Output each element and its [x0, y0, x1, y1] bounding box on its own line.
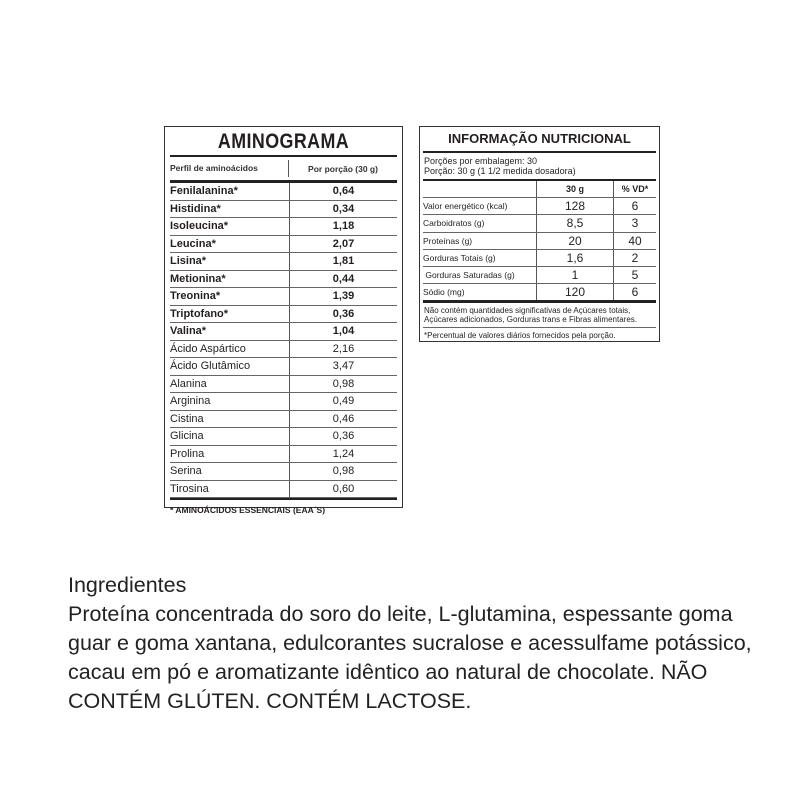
nutrient-vd: 6 [631, 285, 639, 300]
amino-value: 1,04 [332, 325, 355, 338]
nutrient-amount: 1 [537, 266, 614, 284]
nutrient-vd: 6 [631, 199, 639, 214]
amino-name: Tirosina [170, 480, 290, 497]
amino-name: Alanina [170, 375, 290, 392]
nutrition-table: INFORMAÇÃO NUTRICIONAL Porções por embal… [419, 126, 660, 342]
amino-name: Histidina* [170, 200, 290, 217]
column-header-amount: 30 g [537, 181, 614, 198]
amino-name: Metionina* [170, 270, 290, 287]
amino-value: 0,98 [332, 377, 355, 390]
amino-value: 3,47 [332, 360, 355, 373]
nutrient-label: Gorduras Saturadas (g) [423, 266, 537, 284]
amino-row: Leucina* 2,07 [170, 235, 397, 253]
nutrition-row: Proteínas (g) 20 40 [423, 232, 656, 250]
nutrient-label: Sódio (mg) [423, 284, 537, 301]
amino-row: Tirosina 0,60 [170, 480, 397, 498]
amino-value: 2,07 [332, 237, 355, 250]
amino-value: 1,81 [332, 255, 355, 268]
nutrient-label: Proteínas (g) [423, 232, 537, 249]
portion-info: Porções por embalagem: 30 Porção: 30 g (… [423, 153, 656, 181]
column-header-vd: % VD* [621, 184, 649, 195]
aminograma-table: AMINOGRAMA Perfil de aminoácidos Por por… [164, 126, 403, 515]
amino-row: Lisina* 1,81 [170, 253, 397, 271]
nutrient-label: Gorduras Totais (g) [423, 249, 537, 266]
amino-value: 0,46 [332, 412, 355, 425]
ingredients-text: Proteína concentrada do soro do leite, L… [68, 602, 752, 713]
nutrition-row: Sódio (mg) 120 6 [423, 284, 656, 304]
aminograma-header: Perfil de aminoácidos Por porção (30 g) [170, 155, 397, 183]
amino-row: Glicina 0,36 [170, 428, 397, 446]
amino-row: Histidina* 0,34 [170, 200, 397, 218]
amino-value: 0,98 [332, 465, 355, 478]
column-header-portion: Por porção (30 g) [308, 163, 378, 174]
nutrient-amount: 8,5 [537, 215, 614, 232]
nutrition-row: Carboidratos (g) 8,5 3 [423, 215, 656, 233]
amino-name: Ácido Aspártico [170, 340, 290, 357]
ingredients-section: Ingredientes Proteína concentrada do sor… [68, 571, 768, 716]
amino-name: Treonina* [170, 288, 290, 305]
nutrition-title: INFORMAÇÃO NUTRICIONAL [423, 127, 656, 153]
amino-row: Treonina* 1,39 [170, 288, 397, 306]
nutrient-amount: 128 [537, 198, 614, 215]
amino-name: Glicina [170, 428, 290, 445]
blank-header [423, 181, 537, 198]
nutrient-amount: 1,6 [537, 249, 614, 266]
amino-value: 1,24 [332, 447, 355, 460]
vd-note: *Percentual de valores diários fornecido… [424, 331, 616, 341]
nutrition-row: Gorduras Saturadas (g) 1 5 [423, 266, 656, 285]
nutrient-label: Valor energético (kcal) [423, 198, 537, 215]
amino-row: Metionina* 0,44 [170, 270, 397, 288]
amino-name: Lisina* [170, 253, 290, 270]
column-header-profile: Perfil de aminoácidos [170, 160, 289, 177]
amino-name: Valina* [170, 323, 290, 340]
amino-name: Triptofano* [170, 305, 290, 322]
amino-name: Arginina [170, 393, 290, 410]
serving-size: Porção: 30 g (1 1/2 medida dosadora) [424, 166, 576, 176]
amino-value: 1,39 [332, 290, 355, 303]
amino-value: 1,18 [332, 220, 355, 233]
amino-value: 0,44 [332, 272, 355, 285]
amino-value: 0,64 [332, 185, 355, 198]
amino-value: 0,60 [332, 482, 355, 495]
nutrition-row: Valor energético (kcal) 128 6 [423, 198, 656, 216]
servings-per-package: Porções por embalagem: 30 [424, 156, 538, 166]
nutrient-amount: 120 [537, 284, 614, 301]
amino-row: Triptofano* 0,36 [170, 305, 397, 323]
amino-value: 0,36 [332, 430, 355, 443]
aminograma-footer: * AMINOÁCIDOS ESSENCIAIS (EAA´S) [170, 498, 397, 523]
amino-name: Fenilalanina* [170, 183, 290, 200]
nutrient-amount: 20 [537, 232, 614, 249]
nutrient-vd: 40 [628, 233, 642, 248]
nutrient-label: Carboidratos (g) [423, 215, 537, 232]
nutrient-vd: 3 [631, 216, 639, 231]
amino-row: Arginina 0,49 [170, 393, 397, 411]
amino-row: Valina* 1,04 [170, 323, 397, 341]
nutrition-row: Gorduras Totais (g) 1,6 2 [423, 249, 656, 267]
amino-value: 0,34 [332, 202, 355, 215]
amino-row: Cistina 0,46 [170, 410, 397, 428]
amino-row: Fenilalanina* 0,64 [170, 183, 397, 201]
amino-row: Prolina 1,24 [170, 445, 397, 463]
ingredients-title: Ingredientes [68, 573, 187, 597]
amino-row: Ácido Glutâmico 3,47 [170, 358, 397, 376]
amino-value: 0,49 [332, 395, 355, 408]
nutrient-vd: 2 [631, 250, 639, 265]
amino-name: Cistina [170, 410, 290, 427]
amino-row: Serina 0,98 [170, 463, 397, 481]
amino-name: Serina [170, 463, 290, 480]
amino-name: Ácido Glutâmico [170, 358, 290, 375]
nutrient-vd: 5 [631, 268, 639, 283]
amino-value: 0,36 [332, 307, 355, 320]
aminograma-title: AMINOGRAMA [217, 130, 350, 153]
amino-name: Leucina* [170, 235, 290, 252]
amino-row: Isoleucina* 1,18 [170, 218, 397, 236]
amino-row: Ácido Aspártico 2,16 [170, 340, 397, 358]
nutrition-note: Não contém quantidades significativas de… [423, 303, 656, 329]
amino-name: Isoleucina* [170, 218, 290, 235]
amino-name: Prolina [170, 445, 290, 462]
nutrition-header: 30 g % VD* [423, 181, 656, 199]
amino-value: 2,16 [332, 342, 355, 355]
amino-row: Alanina 0,98 [170, 375, 397, 393]
